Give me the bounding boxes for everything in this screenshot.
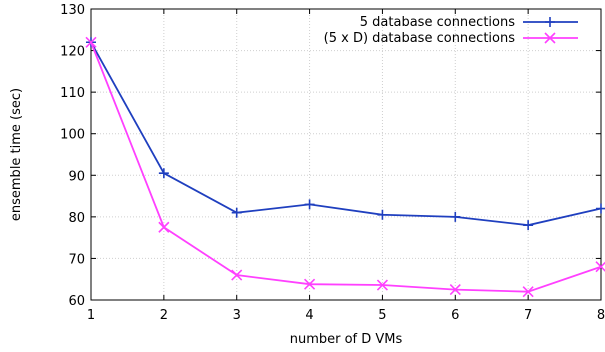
legend-entry: 5 database connections [360,15,578,30]
data-point-marker [377,209,388,220]
x-tick-label: 3 [233,308,241,323]
series-line [90,41,602,227]
x-tick-label: 5 [378,308,386,323]
data-point-marker [85,36,97,48]
x-tick-label: 6 [451,308,459,323]
y-tick-label: 70 [68,252,85,267]
x-axis-label: number of D VMs [290,332,403,347]
y-tick-label: 110 [60,86,85,101]
series-1 [86,37,605,231]
data-point-marker [449,284,461,296]
series-2 [85,36,605,298]
series-line [90,41,602,293]
data-point-marker [304,278,316,290]
y-tick-label: 80 [68,211,85,226]
data-point-marker [376,279,388,291]
y-tick-label: 120 [60,45,85,60]
data-point-marker [231,269,243,281]
x-tick-label: 4 [305,308,313,323]
y-tick-label: 100 [60,128,85,143]
data-point-marker [304,199,315,210]
data-point-marker [231,207,242,218]
legend-entry: (5 x D) database connections [324,31,578,46]
y-tick-label: 90 [68,169,85,184]
x-tick-label: 7 [524,308,532,323]
data-point-marker [158,221,170,233]
y-tick-label: 60 [68,294,85,309]
axis-ticks: 60 70 80 90 100 110 120 130 1 2 3 4 5 6 7 8 [60,3,605,323]
x-tick-label: 1 [87,308,95,323]
series-group [85,36,605,298]
legend-label: (5 x D) database connections [324,31,516,46]
x-tick-label: 8 [597,308,605,323]
data-point-marker [158,168,169,179]
data-point-marker [450,211,461,222]
legend-label: 5 database connections [360,15,515,30]
data-point-marker [544,32,556,44]
x-tick-label: 2 [160,308,168,323]
data-point-marker [523,220,534,231]
plot-frame [90,8,602,301]
y-tick-label: 130 [60,3,85,18]
grid [91,9,601,300]
data-point-marker [595,261,605,273]
data-point-marker [545,17,555,27]
data-point-marker [522,286,534,298]
y-axis-label: ensemble time (sec) [9,88,24,221]
legend: 5 database connections(5 x D) database c… [324,15,578,46]
data-point-marker [596,203,605,214]
